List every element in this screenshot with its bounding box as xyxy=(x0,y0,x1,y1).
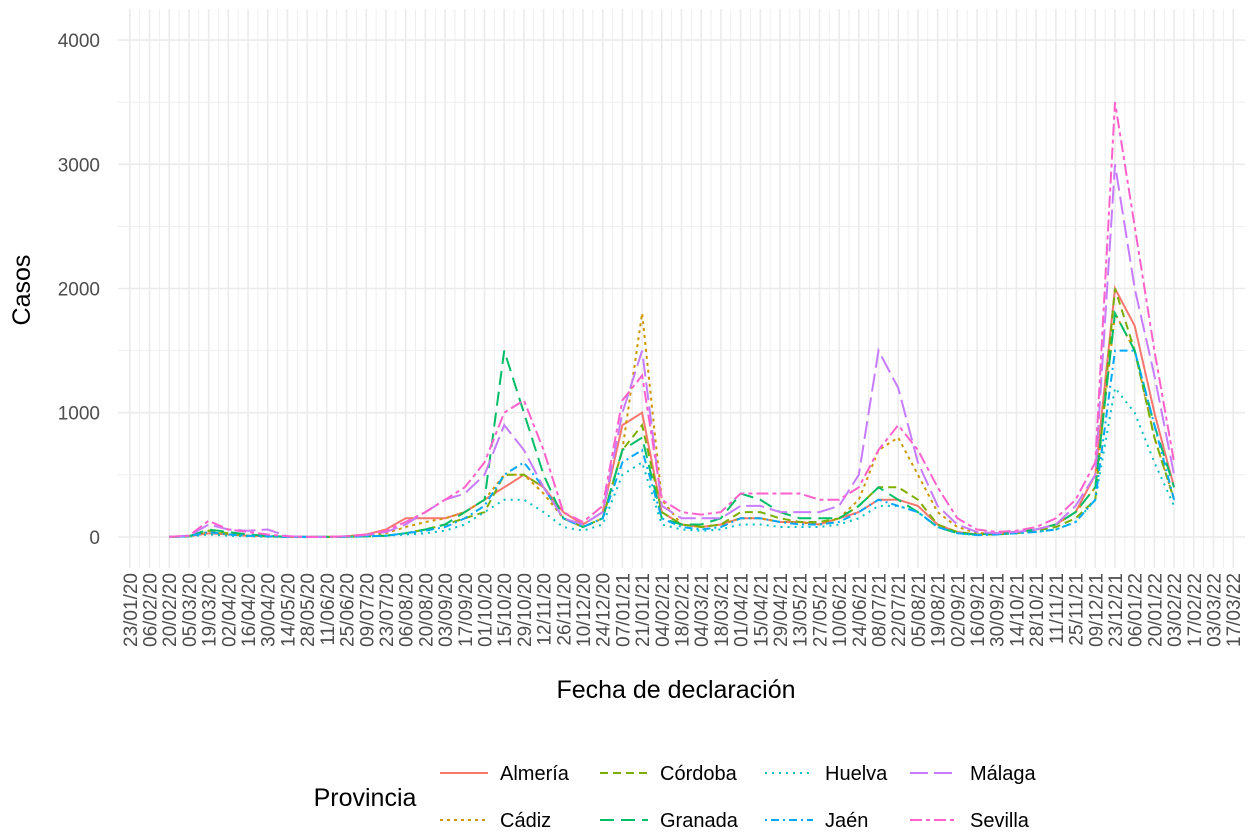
x-tick-label: 03/02/22 xyxy=(1165,573,1186,647)
x-tick-label: 02/04/20 xyxy=(219,573,240,647)
x-tick-label: 18/02/21 xyxy=(673,573,694,647)
y-tick-label: 3000 xyxy=(58,155,100,176)
x-tick-label: 19/08/21 xyxy=(929,573,950,647)
x-tick-label: 16/09/21 xyxy=(968,573,989,647)
x-tick-label: 18/03/21 xyxy=(712,573,733,647)
x-tick-label: 28/05/20 xyxy=(298,573,319,647)
x-tick-label: 22/07/21 xyxy=(889,573,910,647)
y-tick-label: 1000 xyxy=(58,404,100,425)
x-tick-label: 04/03/21 xyxy=(692,573,713,647)
x-tick-label: 13/05/21 xyxy=(791,573,812,647)
x-tick-label: 25/06/20 xyxy=(338,573,359,647)
x-tick-label: 28/10/21 xyxy=(1027,573,1048,647)
x-tick-label: 06/08/20 xyxy=(397,573,418,647)
x-tick-label: 01/04/21 xyxy=(732,573,753,647)
x-tick-label: 23/07/20 xyxy=(377,573,398,647)
x-tick-label: 05/08/21 xyxy=(909,573,930,647)
x-tick-label: 01/10/20 xyxy=(475,573,496,647)
x-tick-label: 24/06/21 xyxy=(850,573,871,647)
x-tick-label: 09/12/21 xyxy=(1086,573,1107,647)
x-tick-label: 20/02/20 xyxy=(160,573,181,647)
x-tick-label: 24/12/20 xyxy=(594,573,615,647)
x-tick-label: 15/10/20 xyxy=(495,573,516,647)
legend-label: Sevilla xyxy=(970,810,1030,832)
x-tick-label: 16/04/20 xyxy=(239,573,260,647)
x-tick-label: 30/04/20 xyxy=(259,573,280,647)
series-line xyxy=(169,102,1176,538)
x-tick-label: 03/03/22 xyxy=(1204,573,1225,647)
x-tick-label: 09/07/20 xyxy=(357,573,378,647)
y-tick-label: 4000 xyxy=(58,31,100,52)
x-tick-label: 17/02/22 xyxy=(1185,573,1206,647)
x-tick-label: 03/09/20 xyxy=(436,573,457,647)
grid xyxy=(118,9,1245,568)
legend-label: Almería xyxy=(500,763,570,785)
y-tick-label: 0 xyxy=(89,528,100,549)
x-tick-label: 02/09/21 xyxy=(948,573,969,647)
x-tick-label: 17/09/20 xyxy=(456,573,477,647)
x-tick-label: 23/12/21 xyxy=(1106,573,1127,647)
x-tick-label: 29/10/20 xyxy=(515,573,536,647)
x-tick-label: 29/04/21 xyxy=(771,573,792,647)
series-line xyxy=(169,385,1176,538)
x-tick-label: 20/08/20 xyxy=(416,573,437,647)
legend-label: Jaén xyxy=(825,810,868,832)
x-tick-label: 10/06/21 xyxy=(830,573,851,647)
x-tick-label: 06/02/20 xyxy=(141,573,162,647)
x-tick-label: 06/01/22 xyxy=(1126,573,1147,647)
x-tick-label: 17/03/22 xyxy=(1224,573,1245,647)
x-tick-label: 12/11/20 xyxy=(535,573,556,646)
x-tick-label: 23/01/20 xyxy=(121,573,142,647)
x-tick-label: 26/11/20 xyxy=(554,573,575,646)
x-tick-label: 19/03/20 xyxy=(200,573,221,647)
x-tick-label: 27/05/21 xyxy=(810,573,831,647)
x-tick-label: 08/07/21 xyxy=(870,573,891,647)
x-tick-label: 04/02/21 xyxy=(653,573,674,647)
x-tick-label: 30/09/21 xyxy=(988,573,1009,647)
x-tick-label: 10/12/20 xyxy=(574,573,595,647)
x-tick-label: 05/03/20 xyxy=(180,573,201,647)
series-line xyxy=(169,288,1176,538)
y-axis-title: Casos xyxy=(8,255,36,326)
x-tick-label: 14/10/21 xyxy=(1007,573,1028,647)
legend-label: Málaga xyxy=(970,763,1036,785)
x-tick-label: 20/01/22 xyxy=(1145,573,1166,647)
legend-label: Huelva xyxy=(825,763,888,785)
legend-label: Granada xyxy=(660,810,739,832)
x-tick-label: 11/06/20 xyxy=(318,573,339,646)
x-axis-title: Fecha de declaración xyxy=(556,676,795,704)
x-tick-label: 25/11/21 xyxy=(1067,573,1088,646)
x-tick-label: 11/11/21 xyxy=(1047,573,1068,644)
legend-title: Provincia xyxy=(314,784,417,812)
x-tick-label: 21/01/21 xyxy=(633,573,654,647)
legend-label: Cádiz xyxy=(500,810,551,832)
legend-label: Córdoba xyxy=(660,763,738,785)
x-tick-label: 07/01/21 xyxy=(613,573,634,647)
x-tick-label: 15/04/21 xyxy=(751,573,772,647)
y-tick-label: 2000 xyxy=(58,280,100,301)
x-tick-label: 14/05/20 xyxy=(278,573,299,647)
